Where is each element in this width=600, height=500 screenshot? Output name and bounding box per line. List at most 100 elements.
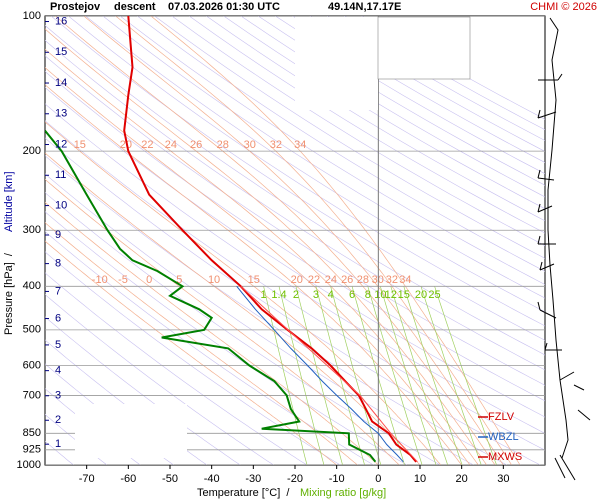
altitude-tick-label: 6 [55, 312, 61, 324]
dry-adiabat [223, 16, 545, 210]
dry-adiabat [45, 40, 545, 371]
x-tick-label: -60 [120, 473, 136, 485]
x-tick-label: -20 [287, 473, 303, 485]
credit: CHMI © 2026 [530, 1, 597, 13]
dry-adiabat [206, 16, 545, 222]
saturated-adiabat-label: 32 [386, 274, 398, 286]
saturated-adiabat-label: 15 [74, 139, 86, 151]
dry-adiabat [102, 16, 545, 299]
altitude-tick-label: 7 [55, 285, 61, 297]
profiles [45, 16, 418, 463]
saturated-adiabat-label: 5 [176, 274, 182, 286]
dry-adiabat [85, 16, 545, 313]
mixing-ratio-label: 6 [349, 289, 355, 301]
mixing-ratio-label: 20 [415, 289, 427, 301]
altitude-tick-label: 2 [55, 414, 61, 426]
x-tick-label: -50 [162, 473, 178, 485]
dry-adiabat [137, 16, 545, 272]
level-label: FZLV [488, 411, 515, 423]
x-tick-label: -30 [245, 473, 261, 485]
mixing-ratio-label: 25 [428, 289, 440, 301]
dry-adiabat [119, 16, 545, 285]
saturated-adiabat-label: 22 [308, 274, 320, 286]
saturated-adiabat-label: 20 [291, 274, 303, 286]
dry-adiabat [45, 71, 545, 402]
altitude-tick-label: 8 [55, 258, 61, 270]
dry-adiabat [68, 16, 545, 327]
profile-line [236, 285, 404, 463]
table-box [75, 404, 187, 458]
profile-line [45, 129, 377, 463]
x-axis-label: Temperature [°C] / [197, 487, 290, 499]
y-tick-label: 200 [23, 145, 41, 157]
dry-adiabat [189, 16, 545, 234]
mixing-ratio-label: 2 [293, 289, 299, 301]
saturated-adiabat-label: 34 [399, 274, 411, 286]
x-tick-label: 30 [497, 473, 509, 485]
saturated-adiabat-label: 24 [165, 139, 177, 151]
saturated-adiabat-label: 30 [372, 274, 384, 286]
x-tick-label: -70 [79, 473, 95, 485]
altitude-tick-label: 11 [55, 169, 66, 181]
y-tick-label: 850 [23, 427, 41, 439]
dry-adiabat [240, 16, 545, 198]
y-tick-label: 300 [23, 224, 41, 236]
dry-adiabat [50, 16, 545, 341]
x-tick-label: -10 [329, 473, 345, 485]
y-tick-label: 400 [23, 280, 41, 292]
altitude-tick-label: 9 [55, 229, 61, 241]
saturated-adiabat-label: 26 [190, 139, 202, 151]
level-label: MXWS [488, 451, 522, 463]
legend-box [295, 17, 378, 110]
y-tick-label: 600 [23, 359, 41, 371]
lrl-box [377, 16, 471, 80]
altitude-tick-label: 5 [55, 339, 61, 351]
level-label: WBZL [488, 431, 519, 443]
mixing-ratio-label: 15 [398, 289, 410, 301]
saturated-adiabat-label: 22 [141, 139, 153, 151]
mixing-ratio-label: 3 [313, 289, 319, 301]
altitude-tick-label: 14 [55, 77, 67, 89]
saturated-adiabat-label: 30 [244, 139, 256, 151]
mixing-ratio-label: 10 [374, 289, 386, 301]
x-axis-label-2: Mixing ratio [g/kg] [300, 487, 386, 499]
saturated-adiabat-label: 26 [341, 274, 353, 286]
saturated-adiabat-label: 20 [120, 139, 132, 151]
location: 49.14N,17.17E [328, 1, 401, 13]
mixing-ratio-label: 4 [328, 289, 334, 301]
dry-adiabat [171, 16, 545, 246]
y-axis-label-2: Altitude [km] [3, 171, 15, 232]
saturated-adiabat-label: 34 [294, 139, 306, 151]
mixing-ratio-label: 1.4 [271, 289, 286, 301]
wind-profile [547, 17, 569, 459]
x-tick-label: 20 [456, 473, 468, 485]
altitude-tick-label: 4 [55, 365, 61, 377]
y-tick-label: 925 [23, 444, 41, 456]
time: 07.03.2026 01:30 UTC [168, 1, 280, 13]
y-tick-label: 700 [23, 389, 41, 401]
y-tick-label: 1000 [17, 459, 41, 471]
dry-adiabat [45, 25, 545, 356]
altitude-tick-label: 16 [55, 15, 67, 27]
station: Prostejov [50, 1, 101, 13]
saturated-adiabat-label: -10 [92, 274, 108, 286]
altitude-tick-label: 10 [55, 199, 67, 211]
altitude-tick-label: 13 [55, 108, 67, 120]
mixing-ratio-label: 12 [385, 289, 397, 301]
mixing-ratio-label: 1 [261, 289, 267, 301]
x-tick-label: 0 [375, 473, 381, 485]
dry-adiabat [154, 16, 545, 259]
x-tick-label: -40 [204, 473, 220, 485]
kind: descent [114, 1, 156, 13]
saturated-adiabat-label: 10 [208, 274, 220, 286]
saturated-adiabat-label: 28 [217, 139, 229, 151]
y-axis-label: Pressure [hPa] / [3, 252, 15, 335]
altitude-tick-label: 15 [55, 46, 67, 58]
saturated-adiabat-label: 0 [146, 274, 152, 286]
altitude-tick-label: 12 [55, 138, 67, 150]
wind-barbs [537, 73, 591, 481]
y-tick-label: 100 [23, 10, 41, 22]
mixing-ratio-label: 8 [365, 289, 371, 301]
saturated-adiabat-label: 24 [325, 274, 337, 286]
saturated-adiabat-label: 32 [270, 139, 282, 151]
